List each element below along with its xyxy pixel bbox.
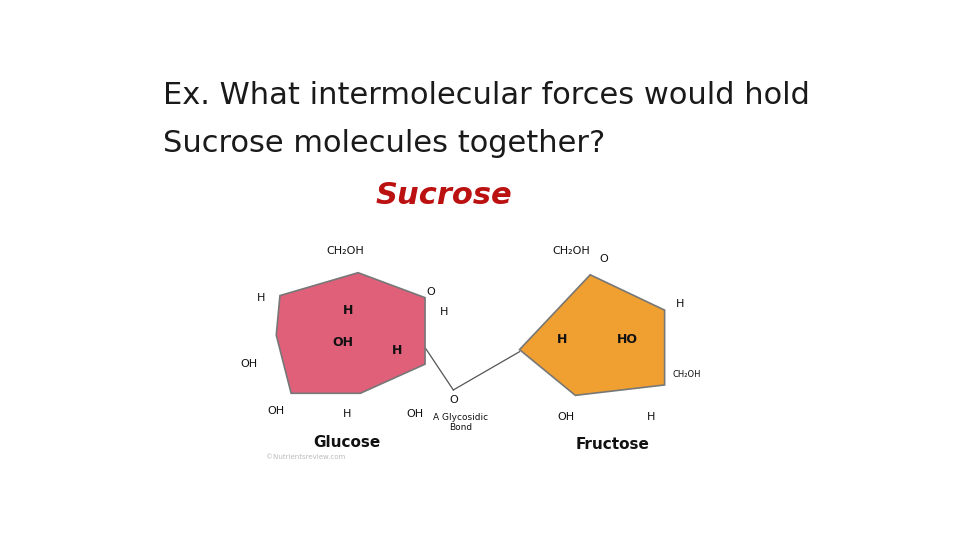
Text: H: H (344, 303, 353, 316)
Text: A Glycosidic
Bond: A Glycosidic Bond (433, 413, 489, 432)
Text: O: O (449, 395, 458, 405)
Text: H: H (647, 412, 656, 422)
Text: H: H (256, 293, 265, 302)
Text: OH: OH (558, 412, 575, 422)
Text: Sucrose: Sucrose (375, 181, 512, 210)
Text: H: H (440, 307, 448, 317)
Text: CH₂OH: CH₂OH (553, 246, 590, 256)
Text: H: H (343, 409, 351, 419)
Text: OH: OH (333, 336, 353, 349)
Polygon shape (519, 275, 664, 395)
Text: OH: OH (268, 406, 285, 416)
Text: ©Nutrientsreview.com: ©Nutrientsreview.com (266, 454, 346, 460)
Text: H: H (676, 299, 684, 309)
Text: H: H (557, 333, 567, 346)
Text: O: O (599, 254, 608, 265)
Text: CH₂OH: CH₂OH (672, 370, 701, 379)
Text: Fructose: Fructose (576, 437, 650, 452)
Text: CH₂OH: CH₂OH (326, 246, 364, 256)
Text: Glucose: Glucose (313, 435, 380, 450)
Text: Ex. What intermolecular forces would hold: Ex. What intermolecular forces would hol… (163, 82, 810, 111)
Text: OH: OH (241, 359, 257, 369)
Text: Sucrose molecules together?: Sucrose molecules together? (163, 129, 606, 158)
Text: H: H (393, 344, 402, 357)
Polygon shape (276, 273, 425, 393)
Text: O: O (426, 287, 435, 297)
Text: OH: OH (407, 409, 424, 419)
Text: HO: HO (617, 333, 637, 346)
